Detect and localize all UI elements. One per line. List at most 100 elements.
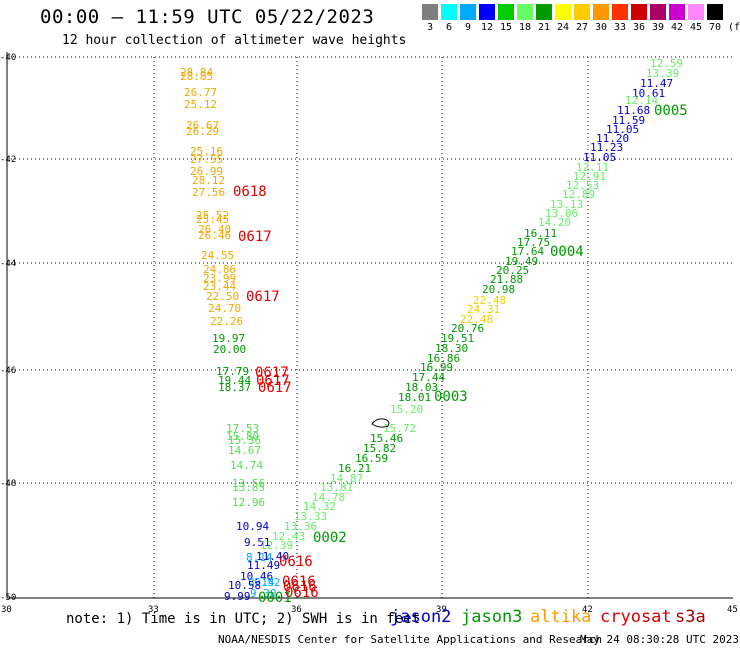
diagonal-wave-height: 18.30: [435, 342, 468, 355]
altika-wave-height: 27.55: [190, 153, 223, 166]
diagonal-wave-height: 12.59: [650, 57, 683, 70]
color-swatch: [593, 4, 609, 20]
legend-jason3: jason3: [461, 607, 523, 627]
cryosat-time-label: 0616: [283, 579, 317, 595]
longitude-label: 39: [436, 605, 447, 615]
color-scale-label: 27: [575, 22, 589, 33]
diagonal-wave-height: 13.33: [294, 510, 327, 523]
diagonal-wave-height: 11.23: [590, 141, 623, 154]
color-scale-label: 12: [480, 22, 494, 33]
color-scale-label: 36: [632, 22, 646, 33]
longitude-label: 42: [582, 605, 593, 615]
jason3-time-label: 0001: [258, 590, 292, 606]
jason2-wave-height: 10.58: [228, 579, 261, 592]
color-swatch: [574, 4, 590, 20]
s3-wave-height: 17.53: [226, 422, 259, 435]
diagonal-wave-height: 14.78: [312, 491, 345, 504]
color-scale-label: 45: [689, 22, 703, 33]
diagonal-wave-height: 17.64: [511, 245, 544, 258]
latitude-label: -44: [0, 259, 16, 269]
diagonal-wave-height: 16.86: [427, 352, 460, 365]
altika-wave-height: 22.50: [206, 290, 239, 303]
color-swatch: [650, 4, 666, 20]
s3-wave-height: 14.74: [230, 459, 263, 472]
cryosat-time-label: 0617: [256, 373, 290, 389]
cryosat-time-label: 0616: [279, 554, 313, 570]
diagonal-wave-height: 12.91: [573, 170, 606, 183]
color-scale-label: 30: [594, 22, 608, 33]
diagonal-wave-height: 17.75: [517, 236, 550, 249]
cryosat-time-label: 0617: [246, 289, 280, 305]
color-scale-label: 39: [651, 22, 665, 33]
latitude-label: -48: [0, 479, 16, 489]
color-scale-label: 15: [499, 22, 513, 33]
jason2-wave-height: 8.14: [248, 576, 275, 589]
altika-wave-height: 26.67: [186, 119, 219, 132]
diagonal-wave-height: 18.03: [405, 381, 438, 394]
jason2-wave-height: 9.51: [244, 536, 271, 549]
cryosat-time-label: 0617: [255, 365, 289, 381]
cryosat-time-label: 0618: [233, 184, 267, 200]
cryosat-time-label: 0617: [258, 380, 292, 396]
legend-s3a: s3a: [675, 607, 706, 627]
color-swatch: [536, 4, 552, 20]
diagonal-wave-height: 20.76: [451, 322, 484, 335]
diagonal-wave-height: 20.25: [496, 264, 529, 277]
diagonal-wave-height: 16.11: [524, 227, 557, 240]
color-scale-label: 21: [537, 22, 551, 33]
diagonal-wave-height: 11.05: [583, 151, 616, 164]
color-scale-label: 33: [613, 22, 627, 33]
altika-wave-height: 25.12: [184, 98, 217, 111]
jason3-time-label: 0005: [654, 103, 688, 119]
altika-wave-height: 25.45: [196, 213, 229, 226]
altika-wave-height: 26.99: [190, 165, 223, 178]
diagonal-wave-height: 24.31: [467, 303, 500, 316]
s3-wave-height: 12.96: [232, 496, 265, 509]
diagonal-wave-height: 18.01: [398, 391, 431, 404]
diagonal-wave-height: 16.21: [338, 462, 371, 475]
diagonal-wave-height: 11.05: [606, 123, 639, 136]
color-swatch: [517, 4, 533, 20]
diagonal-wave-height: 12.89: [562, 188, 595, 201]
diagonal-wave-height: 21.88: [490, 273, 523, 286]
color-scale-unit: (ft): [728, 22, 740, 33]
diagonal-wave-height: 22.48: [460, 313, 493, 326]
generation-timestamp: May 24 08:30:28 UTC 2023: [580, 633, 739, 646]
diagonal-wave-height: 12.39: [260, 539, 293, 552]
cryosat-time-label: 0617: [238, 229, 272, 245]
latitude-label: -42: [0, 155, 16, 165]
s3-wave-height: 14.67: [228, 444, 261, 457]
legend-altika: altika: [530, 607, 592, 627]
color-swatch: [498, 4, 514, 20]
color-scale-label: 42: [670, 22, 684, 33]
jason3-wave-height: 19.44: [218, 374, 251, 387]
jason2-wave-height: 11.40: [256, 550, 289, 563]
color-swatch: [612, 4, 628, 20]
cryosat-time-label: 0616: [282, 574, 316, 590]
altika-wave-height: 22.26: [210, 315, 243, 328]
color-scale-label: 24: [556, 22, 570, 33]
diagonal-wave-height: 12.14: [625, 94, 658, 107]
altika-wave-height: 26.29: [186, 125, 219, 138]
color-scale-label: 6: [445, 22, 453, 33]
s3-wave-height: 13.56: [232, 477, 265, 490]
longitude-label: 36: [291, 605, 302, 615]
diagonal-wave-height: 17.44: [412, 371, 445, 384]
page-title: 00:00 – 11:59 UTC 05/22/2023: [40, 6, 375, 28]
footer-note: note: 1) Time is in UTC; 2) SWH is in fe…: [66, 611, 421, 627]
color-swatch: [669, 4, 685, 20]
jason2-wave-height: 9.99: [224, 590, 251, 603]
diagonal-wave-height: 14.20: [538, 216, 571, 229]
diagonal-wave-height: 11.47: [640, 77, 673, 90]
diagonal-wave-height: 16.99: [420, 361, 453, 374]
diagonal-wave-height: 12.11: [576, 161, 609, 174]
diagonal-wave-height: 19.49: [505, 255, 538, 268]
jason2-wave-height: 10.46: [240, 570, 273, 583]
color-swatch: [631, 4, 647, 20]
jason2-wave-height: 9.30: [250, 587, 277, 600]
jason3-time-label: 0004: [550, 244, 584, 260]
credit-line: NOAA/NESDIS Center for Satellite Applica…: [218, 633, 603, 646]
diagonal-wave-height: 19.51: [441, 332, 474, 345]
color-swatch: [460, 4, 476, 20]
